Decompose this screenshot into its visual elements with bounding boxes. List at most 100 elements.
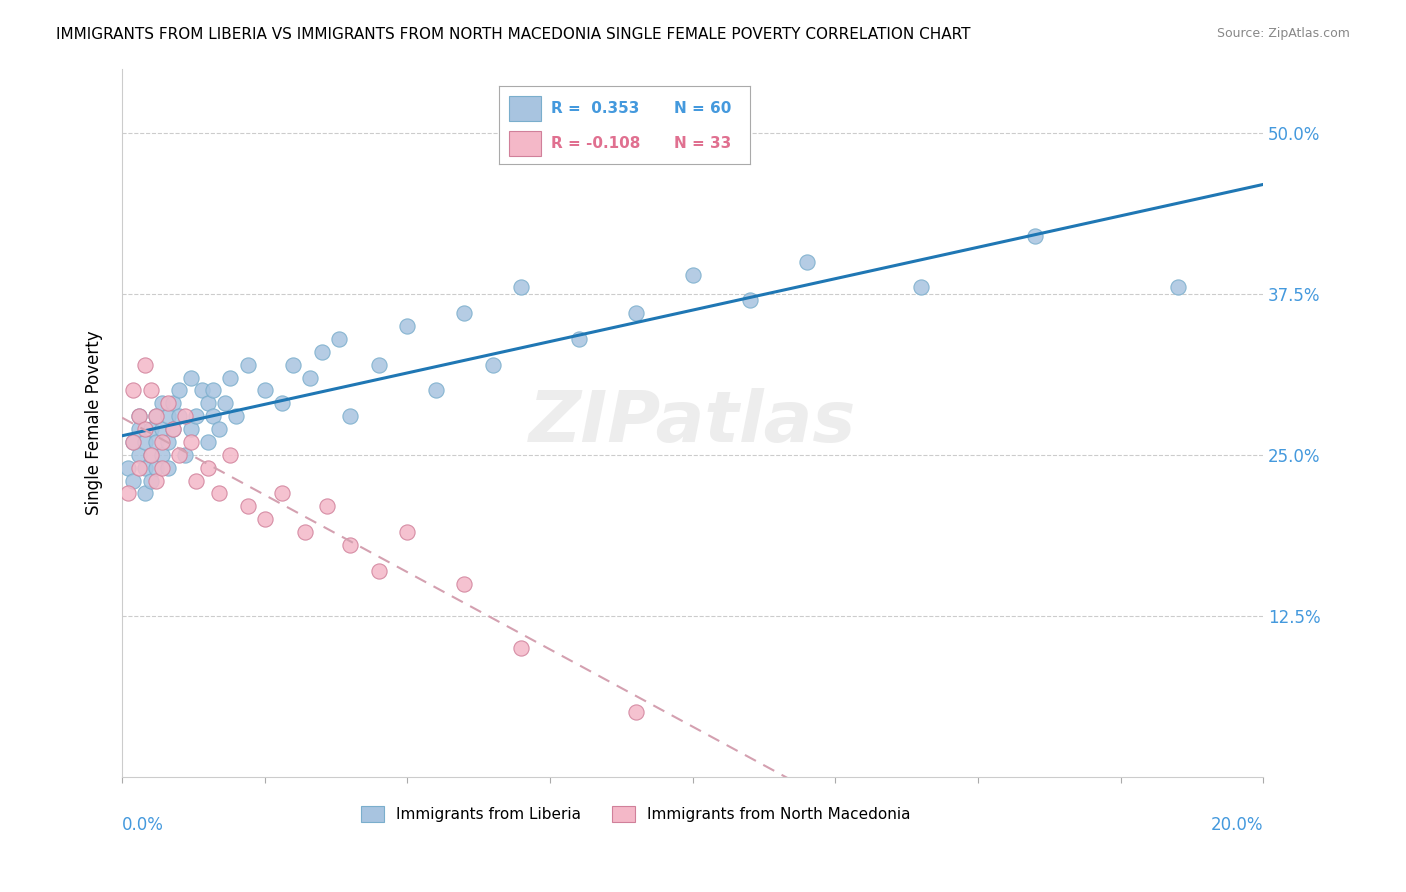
- Point: [134, 486, 156, 500]
- Point: [128, 448, 150, 462]
- Point: [162, 396, 184, 410]
- Point: [167, 384, 190, 398]
- Point: [202, 409, 225, 424]
- Point: [339, 538, 361, 552]
- Point: [339, 409, 361, 424]
- Point: [253, 512, 276, 526]
- Point: [283, 358, 305, 372]
- Point: [150, 422, 173, 436]
- Text: IMMIGRANTS FROM LIBERIA VS IMMIGRANTS FROM NORTH MACEDONIA SINGLE FEMALE POVERTY: IMMIGRANTS FROM LIBERIA VS IMMIGRANTS FR…: [56, 27, 970, 42]
- Point: [122, 474, 145, 488]
- Point: [328, 332, 350, 346]
- Point: [567, 332, 589, 346]
- Point: [236, 358, 259, 372]
- Point: [270, 486, 292, 500]
- Point: [139, 474, 162, 488]
- Point: [150, 434, 173, 449]
- Point: [367, 564, 389, 578]
- Point: [145, 409, 167, 424]
- Point: [197, 396, 219, 410]
- Text: 20.0%: 20.0%: [1211, 815, 1263, 833]
- Point: [208, 422, 231, 436]
- Point: [122, 384, 145, 398]
- Point: [396, 318, 419, 333]
- Point: [316, 500, 339, 514]
- Point: [482, 358, 505, 372]
- Point: [150, 396, 173, 410]
- Point: [796, 254, 818, 268]
- Point: [236, 500, 259, 514]
- Point: [145, 434, 167, 449]
- Point: [117, 460, 139, 475]
- Text: 0.0%: 0.0%: [122, 815, 165, 833]
- Point: [738, 293, 761, 308]
- Point: [624, 306, 647, 320]
- Point: [180, 422, 202, 436]
- Point: [128, 422, 150, 436]
- Point: [173, 448, 195, 462]
- Point: [624, 705, 647, 719]
- Point: [139, 422, 162, 436]
- Point: [150, 448, 173, 462]
- Point: [253, 384, 276, 398]
- Point: [150, 460, 173, 475]
- Point: [186, 474, 208, 488]
- Point: [180, 370, 202, 384]
- Point: [167, 409, 190, 424]
- Point: [682, 268, 704, 282]
- Point: [134, 460, 156, 475]
- Point: [128, 409, 150, 424]
- Point: [122, 434, 145, 449]
- Point: [197, 434, 219, 449]
- Point: [197, 460, 219, 475]
- Point: [128, 460, 150, 475]
- Point: [139, 384, 162, 398]
- Point: [208, 486, 231, 500]
- Point: [139, 448, 162, 462]
- Point: [294, 524, 316, 539]
- Point: [367, 358, 389, 372]
- Point: [139, 448, 162, 462]
- Point: [156, 460, 179, 475]
- Point: [122, 434, 145, 449]
- Point: [145, 460, 167, 475]
- Point: [453, 576, 475, 591]
- Point: [311, 344, 333, 359]
- Point: [510, 280, 533, 294]
- Point: [270, 396, 292, 410]
- Y-axis label: Single Female Poverty: Single Female Poverty: [86, 330, 103, 515]
- Point: [425, 384, 447, 398]
- Point: [510, 640, 533, 655]
- Point: [128, 409, 150, 424]
- Text: ZIPatlas: ZIPatlas: [529, 388, 856, 457]
- Point: [214, 396, 236, 410]
- Point: [145, 474, 167, 488]
- Point: [134, 434, 156, 449]
- Point: [156, 434, 179, 449]
- Point: [186, 409, 208, 424]
- Point: [1167, 280, 1189, 294]
- Point: [117, 486, 139, 500]
- Point: [167, 448, 190, 462]
- Point: [219, 448, 242, 462]
- Point: [180, 434, 202, 449]
- Point: [145, 409, 167, 424]
- Point: [173, 409, 195, 424]
- Point: [453, 306, 475, 320]
- Point: [156, 409, 179, 424]
- Point: [134, 358, 156, 372]
- Point: [910, 280, 932, 294]
- Point: [162, 422, 184, 436]
- Point: [225, 409, 247, 424]
- Text: Source: ZipAtlas.com: Source: ZipAtlas.com: [1216, 27, 1350, 40]
- Point: [134, 422, 156, 436]
- Point: [219, 370, 242, 384]
- Legend: Immigrants from Liberia, Immigrants from North Macedonia: Immigrants from Liberia, Immigrants from…: [361, 806, 910, 822]
- Point: [162, 422, 184, 436]
- Point: [299, 370, 322, 384]
- Point: [202, 384, 225, 398]
- Point: [396, 524, 419, 539]
- Point: [156, 396, 179, 410]
- Point: [191, 384, 214, 398]
- Point: [1024, 228, 1046, 243]
